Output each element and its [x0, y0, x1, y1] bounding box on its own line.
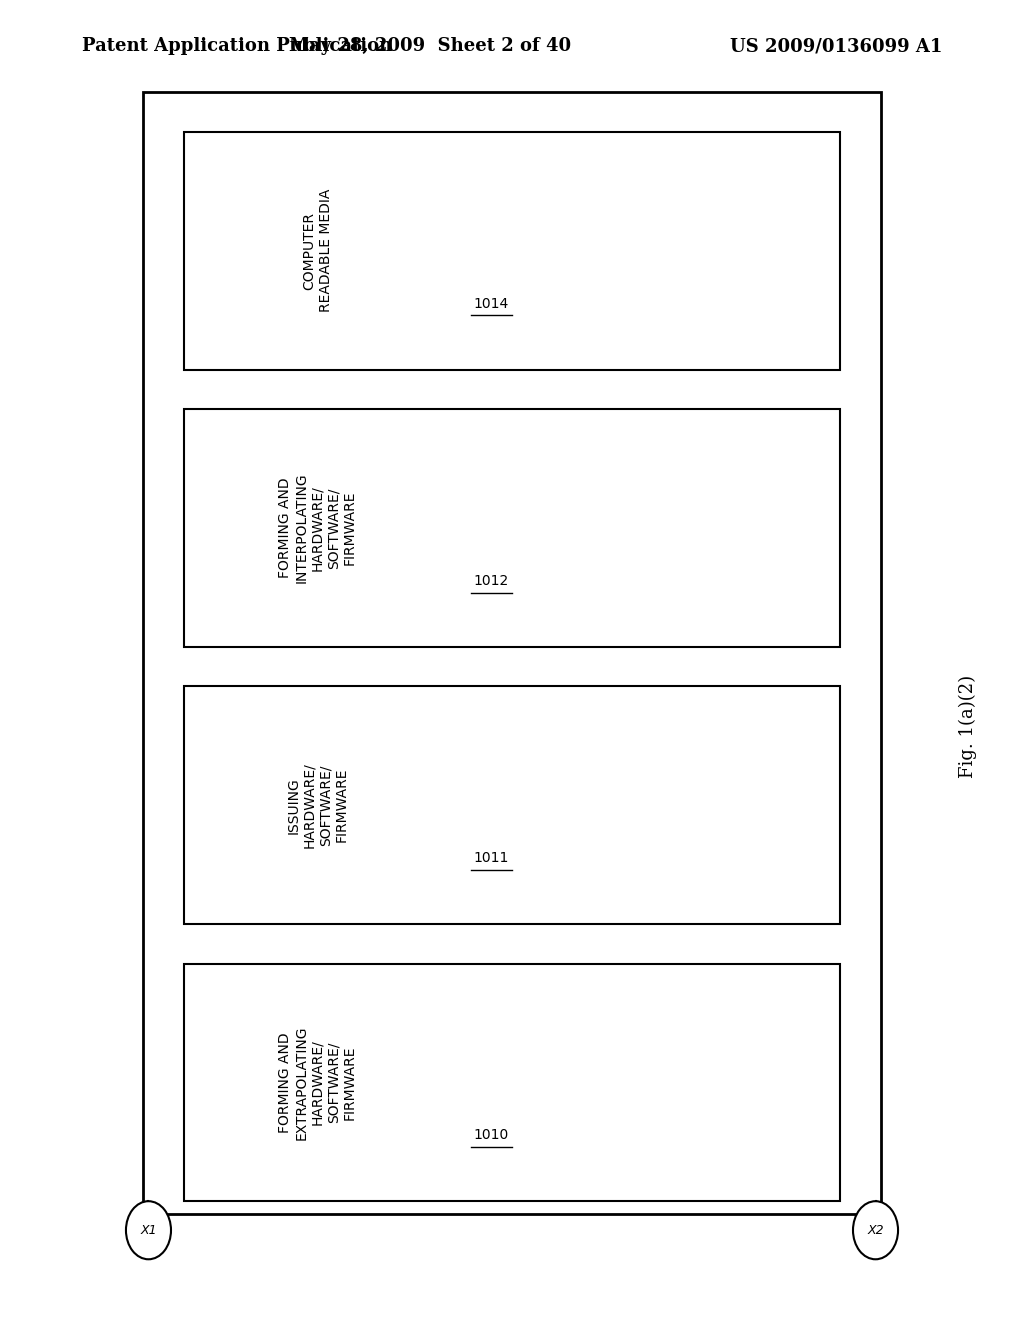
Text: 1014: 1014: [474, 297, 509, 310]
Bar: [184, 132, 840, 370]
Bar: [143, 92, 881, 1214]
Text: US 2009/0136099 A1: US 2009/0136099 A1: [730, 37, 942, 55]
Text: 1011: 1011: [474, 851, 509, 865]
Text: ISSUING
HARDWARE/
SOFTWARE/
FIRMWARE: ISSUING HARDWARE/ SOFTWARE/ FIRMWARE: [286, 763, 349, 847]
Text: FORMING AND
EXTRAPOLATING
HARDWARE/
SOFTWARE/
FIRMWARE: FORMING AND EXTRAPOLATING HARDWARE/ SOFT…: [279, 1026, 356, 1139]
Text: May 28, 2009  Sheet 2 of 40: May 28, 2009 Sheet 2 of 40: [289, 37, 571, 55]
Bar: [184, 686, 840, 924]
Text: COMPUTER
READABLE MEDIA: COMPUTER READABLE MEDIA: [302, 189, 333, 313]
Text: FORMING AND
INTERPOLATING
HARDWARE/
SOFTWARE/
FIRMWARE: FORMING AND INTERPOLATING HARDWARE/ SOFT…: [279, 473, 356, 583]
Text: Fig. 1(a)(2): Fig. 1(a)(2): [958, 675, 977, 777]
Circle shape: [126, 1201, 171, 1259]
Text: 1012: 1012: [474, 574, 509, 587]
Text: Patent Application Publication: Patent Application Publication: [82, 37, 392, 55]
Bar: [184, 409, 840, 647]
Text: 1010: 1010: [474, 1129, 509, 1142]
Circle shape: [853, 1201, 898, 1259]
Text: X2: X2: [867, 1224, 884, 1237]
Text: X1: X1: [140, 1224, 157, 1237]
Bar: [184, 964, 840, 1201]
